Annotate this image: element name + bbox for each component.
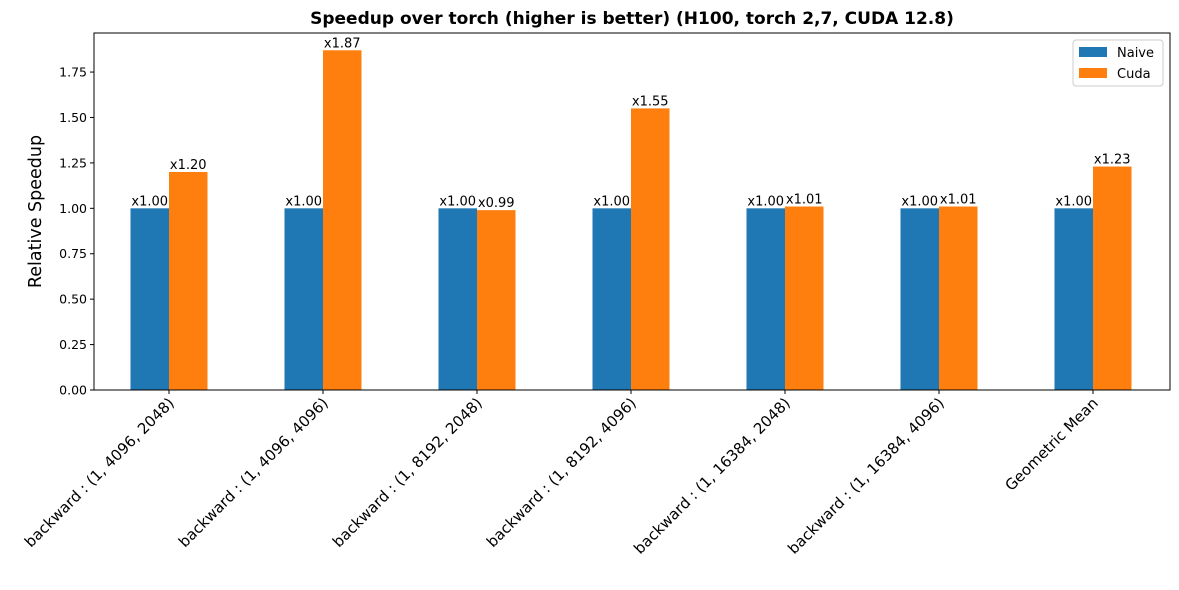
data-label: x0.99 — [478, 196, 515, 211]
data-label: x1.00 — [593, 194, 630, 209]
x-tick-label: backward : (1, 4096, 4096) — [175, 394, 332, 551]
x-tick-label: backward : (1, 16384, 2048) — [630, 394, 794, 558]
y-axis-label: Relative Speedup — [26, 135, 46, 288]
data-label: x1.00 — [285, 194, 322, 209]
legend-swatch-naive — [1079, 47, 1107, 57]
y-tick-label: 0.75 — [59, 246, 87, 261]
x-tick-label: Geometric Mean — [1001, 394, 1101, 494]
data-label: x1.00 — [747, 194, 784, 209]
y-tick-label: 0.00 — [59, 383, 87, 398]
data-label: x1.00 — [1055, 194, 1092, 209]
data-label: x1.01 — [786, 193, 823, 208]
bar-cuda — [785, 206, 824, 390]
data-label: x1.23 — [1094, 153, 1131, 168]
bar-naive — [284, 208, 323, 390]
bar-naive — [130, 208, 169, 390]
y-tick-label: 1.50 — [59, 110, 87, 125]
bar-cuda — [1093, 166, 1132, 390]
plot-frame — [93, 32, 1171, 391]
x-tick-label: backward : (1, 16384, 4096) — [784, 394, 948, 558]
bar-naive — [746, 208, 785, 390]
bar-naive — [1054, 208, 1093, 390]
data-label: x1.00 — [439, 194, 476, 209]
bar-cuda — [939, 206, 978, 390]
data-label: x1.00 — [131, 194, 168, 209]
bar-cuda — [631, 108, 670, 391]
bar-cuda — [169, 171, 208, 390]
x-tick-label: backward : (1, 8192, 2048) — [329, 394, 486, 551]
bar-naive — [900, 208, 939, 390]
x-tick-label: backward : (1, 4096, 2048) — [21, 394, 178, 551]
y-tick-label: 0.25 — [59, 337, 87, 352]
data-label: x1.20 — [170, 158, 207, 173]
data-label: x1.55 — [632, 94, 669, 109]
chart-title: Speedup over torch (higher is better) (H… — [310, 9, 954, 29]
y-tick-label: 0.50 — [59, 292, 87, 307]
y-tick-label: 1.75 — [59, 65, 87, 80]
data-label: x1.01 — [940, 193, 977, 208]
legend-label: Cuda — [1117, 67, 1151, 82]
bar-naive — [438, 208, 477, 390]
bar-cuda — [323, 50, 362, 390]
y-tick-label: 1.00 — [59, 201, 87, 216]
bar-cuda — [477, 210, 516, 390]
y-tick-label: 1.25 — [59, 155, 87, 170]
data-label: x1.87 — [324, 36, 361, 51]
data-label: x1.00 — [901, 194, 938, 209]
legend-swatch-cuda — [1079, 68, 1107, 78]
x-tick-label: backward : (1, 8192, 4096) — [483, 394, 640, 551]
bar-naive — [592, 208, 631, 390]
legend-label: Naive — [1117, 46, 1154, 61]
